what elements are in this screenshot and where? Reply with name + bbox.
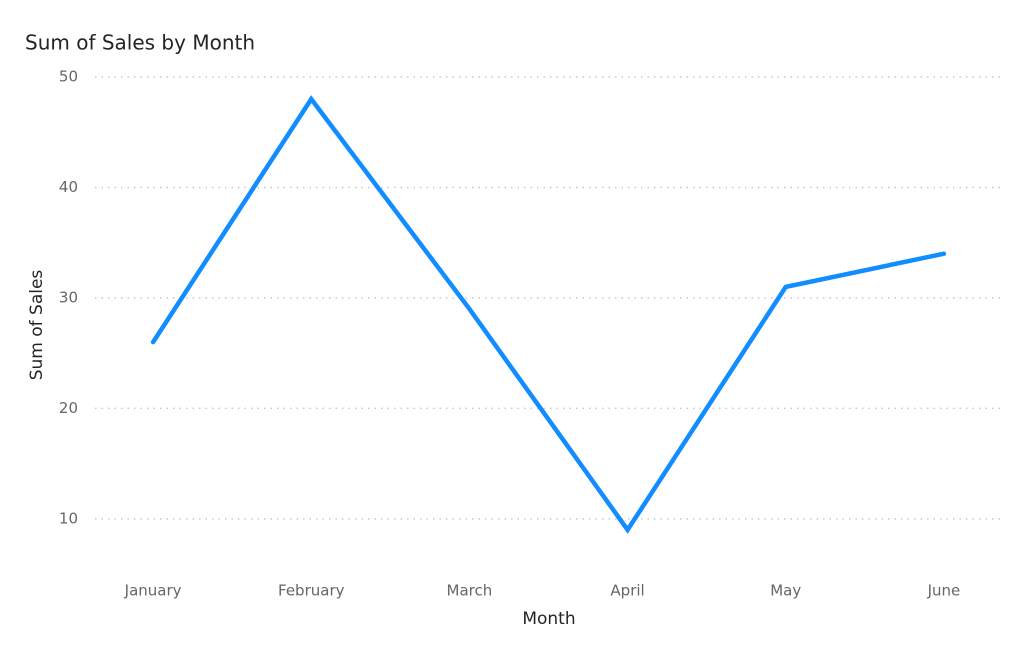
x-axis-title: Month (522, 609, 575, 629)
y-tick-label: 20 (59, 399, 78, 417)
x-tick-label: March (447, 582, 493, 600)
y-tick-label: 40 (59, 178, 78, 196)
y-tick-label: 30 (59, 288, 78, 306)
x-tick-label: June (927, 582, 961, 600)
data-line (150, 95, 947, 534)
chart-title: Sum of Sales by Month (25, 31, 255, 55)
x-tick-label: April (610, 582, 644, 600)
y-axis-title: Sum of Sales (27, 270, 47, 381)
x-tick-label: February (278, 582, 345, 600)
x-tick-label: January (124, 582, 182, 600)
y-tick-label: 10 (59, 509, 78, 527)
x-tick-label: May (770, 582, 801, 600)
y-tick-label: 50 (59, 68, 78, 86)
